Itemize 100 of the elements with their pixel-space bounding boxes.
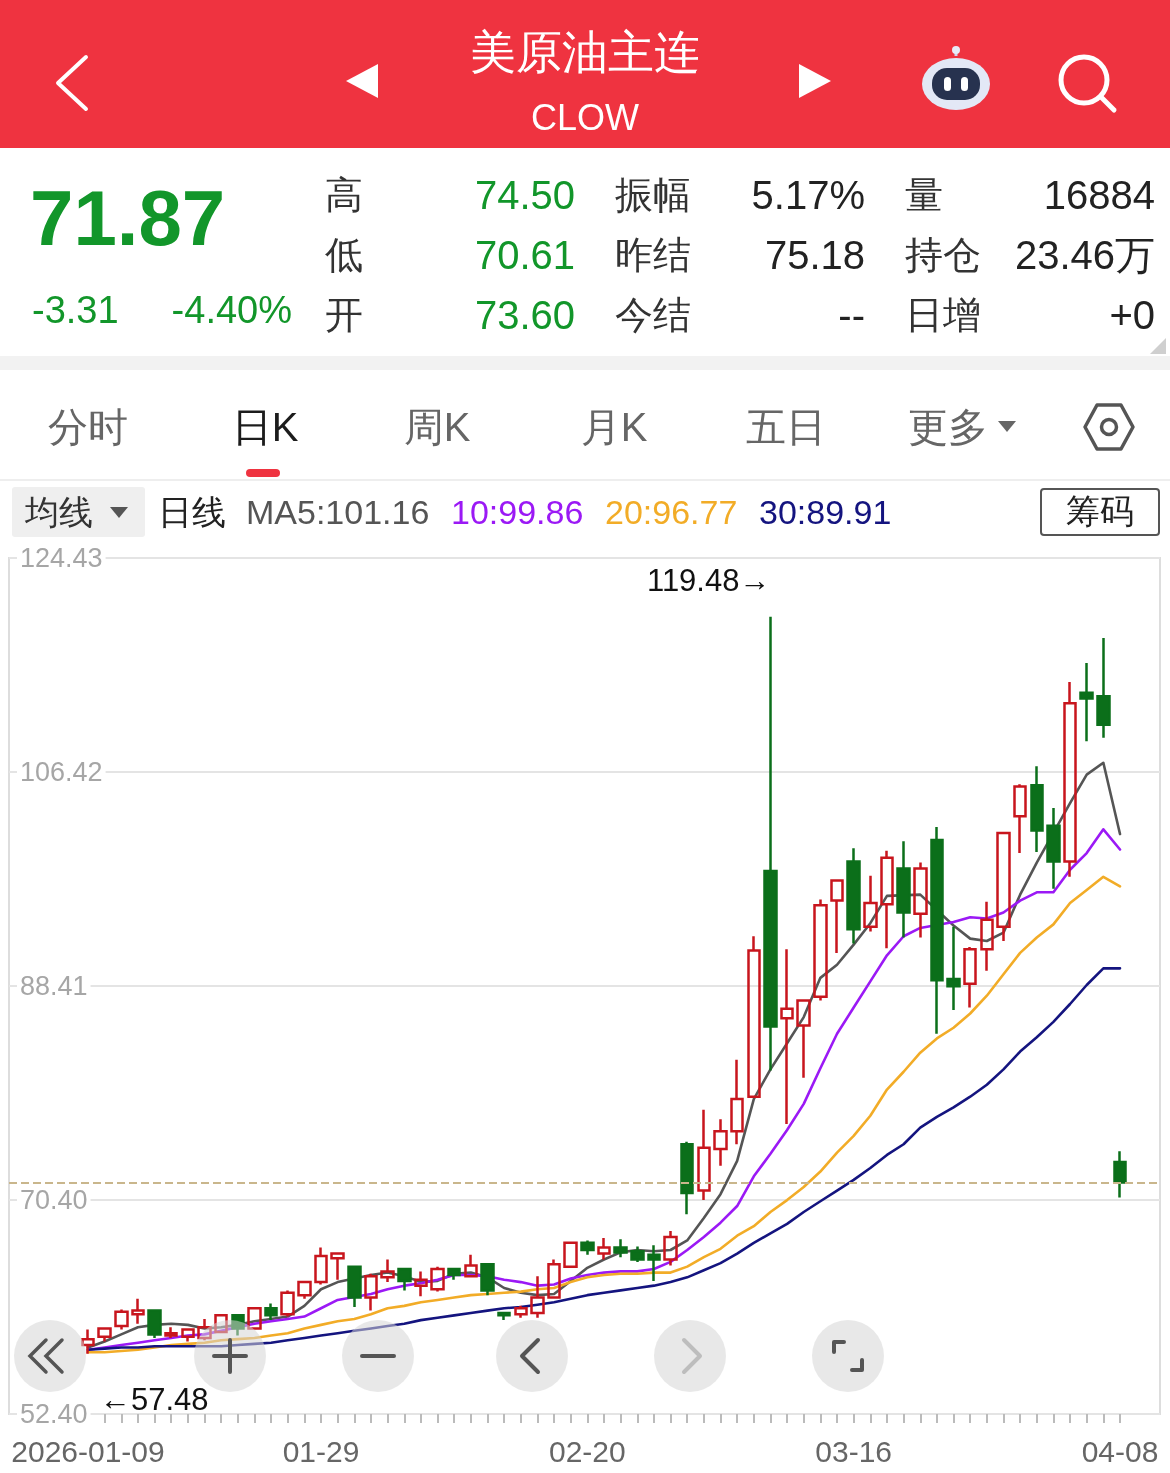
text: 71.87 xyxy=(30,173,226,263)
text: 开 xyxy=(325,293,363,337)
candlestick xyxy=(1079,661,1094,743)
text: 73.60 xyxy=(474,292,575,338)
text: 高 xyxy=(325,173,363,217)
candlestick xyxy=(181,1327,195,1343)
text: -- xyxy=(838,292,865,338)
candlestick xyxy=(1113,1150,1127,1199)
candlestick xyxy=(863,874,878,933)
candlestick xyxy=(114,1308,129,1331)
candlestick xyxy=(963,945,977,1009)
text: 昨结 xyxy=(615,233,691,277)
x-tick-label: 2026-01-09 xyxy=(11,1434,165,1468)
text: 五日 xyxy=(746,404,826,450)
candlestick xyxy=(763,615,778,1072)
candlestick xyxy=(896,839,911,939)
y-tick-label: 124.43 xyxy=(20,543,103,573)
candlestick xyxy=(530,1274,545,1319)
y-tick-label: 106.42 xyxy=(20,757,103,788)
line-series xyxy=(86,967,1122,1352)
candlestick xyxy=(713,1118,728,1167)
text: 低 xyxy=(325,233,363,277)
annotation: 119.48→ xyxy=(646,563,771,599)
candlestick xyxy=(447,1266,461,1281)
candlestick xyxy=(514,1304,528,1319)
x-tick-label: 01-29 xyxy=(282,1434,360,1468)
candlestick xyxy=(1030,765,1044,854)
candlestick xyxy=(380,1258,395,1284)
candlestick xyxy=(147,1309,162,1340)
candlestick xyxy=(796,998,811,1079)
candlestick xyxy=(81,1328,95,1355)
candlestick xyxy=(813,898,828,1002)
candlestick xyxy=(1013,782,1027,855)
y-tick-label: 70.40 xyxy=(20,1185,88,1216)
candlestick xyxy=(280,1289,295,1318)
text: 量 xyxy=(905,173,943,217)
candlestick xyxy=(497,1310,511,1322)
candlestick xyxy=(247,1305,262,1331)
text: 均线 xyxy=(25,492,93,532)
candlestick xyxy=(946,925,961,1012)
text: 70.61 xyxy=(474,232,575,278)
text: 20:96.77 xyxy=(605,492,738,532)
candlestick xyxy=(580,1239,595,1257)
candlestick xyxy=(347,1264,362,1309)
candlestick xyxy=(464,1253,478,1279)
candlestick xyxy=(430,1265,445,1293)
chart-subtitle: CLOW xyxy=(531,96,639,138)
text: 5.17% xyxy=(751,172,865,218)
candlestick xyxy=(697,1108,711,1202)
candlestick xyxy=(613,1238,628,1259)
candlestick xyxy=(597,1236,611,1261)
candlestick xyxy=(164,1326,178,1340)
candlestick xyxy=(630,1245,645,1264)
candlestick xyxy=(264,1302,278,1322)
text: -3.31 xyxy=(32,288,119,332)
candlestick xyxy=(314,1246,328,1286)
x-tick-label: 04-08 xyxy=(1081,1434,1159,1468)
candlestick xyxy=(480,1263,495,1297)
candlestick xyxy=(846,847,861,945)
candlestick xyxy=(747,935,761,1100)
candlestick xyxy=(330,1251,345,1281)
candlestick xyxy=(913,861,928,939)
candlestick xyxy=(414,1270,428,1298)
candlestick xyxy=(1063,680,1077,879)
candlestick xyxy=(1096,636,1111,740)
text: 更多 xyxy=(908,404,988,450)
x-tick-label: 02-20 xyxy=(548,1434,626,1468)
candlestick xyxy=(996,830,1011,943)
text: 持仓 xyxy=(905,233,981,277)
candlestick xyxy=(880,849,894,950)
text: MA5:101.16 xyxy=(246,492,430,532)
candlestick xyxy=(364,1272,378,1312)
candlestick xyxy=(547,1258,561,1300)
text: 日线 xyxy=(158,492,226,532)
text: 10:99.86 xyxy=(451,492,584,532)
text: 30:89.91 xyxy=(759,492,892,532)
candlestick xyxy=(930,825,944,1035)
candlestick xyxy=(980,900,994,972)
candlestick xyxy=(647,1244,661,1283)
y-tick-label: 88.41 xyxy=(20,971,88,1002)
candlestick xyxy=(97,1326,112,1343)
annotation: ←57.48 xyxy=(100,1382,209,1418)
candlestick xyxy=(830,879,844,955)
text: 16884 xyxy=(1043,172,1155,218)
text: 振幅 xyxy=(615,173,691,217)
candlestick xyxy=(297,1279,312,1300)
text: 周K xyxy=(403,404,471,450)
chart-title: 美原油主连 xyxy=(470,25,700,79)
x-tick-label: 03-16 xyxy=(815,1434,893,1468)
candlestick xyxy=(780,948,794,1126)
text: 月K xyxy=(580,404,648,450)
y-tick-label: 52.40 xyxy=(20,1399,88,1429)
candlestick xyxy=(131,1297,145,1325)
text: 75.18 xyxy=(764,232,865,278)
candlestick xyxy=(680,1140,694,1216)
text: 日K xyxy=(231,404,299,450)
text: 分时 xyxy=(48,404,128,450)
candlestick xyxy=(397,1267,412,1292)
text: +0 xyxy=(1109,292,1155,338)
text: 日增 xyxy=(905,293,981,337)
